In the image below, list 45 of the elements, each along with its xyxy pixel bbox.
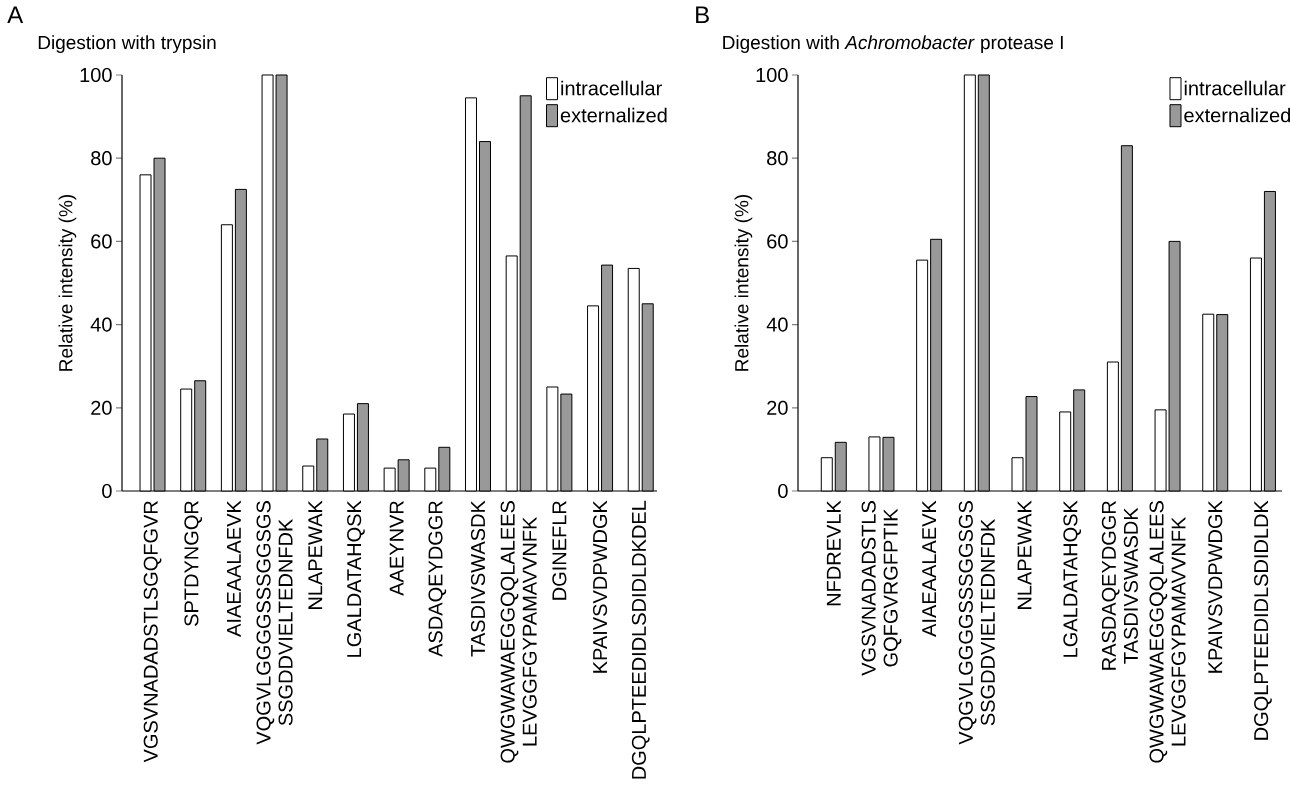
y-tick-label: 60 bbox=[91, 234, 112, 249]
x-tick-label: KPAIVSVDPWDGK bbox=[1208, 500, 1223, 673]
y-tick-label: 20 bbox=[767, 400, 788, 415]
y-tick-label: 80 bbox=[91, 151, 112, 166]
y-tick-label: 20 bbox=[91, 400, 112, 415]
x-tick-label: SPTDYNGQR bbox=[184, 501, 203, 626]
x-tick-label: VGSVNADADSTLS GQFGVRGFPTIK bbox=[861, 501, 902, 676]
x-tick-label: VGSVNADADSTLSGQFGVR bbox=[143, 501, 162, 763]
y-tick-label: 100 bbox=[80, 67, 112, 83]
x-tick-label: AAEYNVR bbox=[389, 501, 404, 596]
y-tick-label: 80 bbox=[767, 151, 788, 166]
legend-label: externalized bbox=[1184, 107, 1290, 123]
x-tick-label: DGINEFLR bbox=[552, 501, 567, 600]
y-axis-title: Relative intensity (%) bbox=[58, 194, 77, 371]
x-tick-label: VQGVLGGGGSSSGGSGS SSGDDVIELTEDNFDK bbox=[256, 501, 293, 745]
x-tick-label: AIAEAALAEVK bbox=[922, 500, 937, 637]
x-tick-label: KPAIVSVDPWDGK bbox=[592, 500, 608, 673]
x-tick-label: VQGVLGGGGSSSGGSGS SSGDDVIELTEDNFDK bbox=[958, 501, 995, 745]
x-tick-label: NLAPEWAK bbox=[1017, 500, 1032, 609]
x-tick-label: NLAPEWAK bbox=[308, 500, 323, 609]
legend-label: externalized bbox=[560, 107, 667, 123]
legend-label: intracellular bbox=[561, 80, 662, 96]
x-tick-label: LGALDATAHQSK bbox=[1063, 500, 1082, 657]
x-tick-label: NFDREVLK bbox=[826, 500, 841, 606]
text: A bbox=[7, 6, 24, 24]
y-tick-label: 0 bbox=[778, 483, 788, 499]
y-tick-label: 60 bbox=[767, 234, 788, 249]
y-tick-label: 40 bbox=[766, 317, 788, 332]
x-tick-label: AIAEAALAEVK bbox=[227, 500, 241, 637]
y-tick-label: 0 bbox=[102, 483, 112, 499]
chart-title: Digestion with Achromobacter protease I bbox=[723, 35, 1063, 53]
x-tick-label: QWGWAWAEGGQQLALEES LEVGGFGYPAMAVVNFK bbox=[500, 501, 537, 763]
x-tick-label: DGQLPTEEDIDLSDIDLDK bbox=[1254, 500, 1272, 740]
x-tick-label: RASDAQEYDGGR TASDIVSWASDK bbox=[1101, 501, 1138, 670]
legend-label: intracellular bbox=[1184, 80, 1286, 96]
text: B bbox=[696, 6, 709, 24]
y-tick-label: 100 bbox=[756, 67, 788, 83]
x-tick-label: ASDAQEYDGGR bbox=[428, 501, 447, 657]
x-tick-label: DGQLPTEEDIDLSDIDLDKDEL bbox=[631, 500, 650, 779]
y-axis-title: Relative intensity (%) bbox=[734, 194, 753, 371]
chart-title: Digestion with trypsin bbox=[38, 35, 216, 53]
x-tick-label: LGALDATAHQSK bbox=[347, 500, 365, 657]
y-tick-label: 40 bbox=[90, 317, 112, 332]
x-tick-label: QWGWAWAEGGQQLALEES LEVGGFGYPAMAVVNFK bbox=[1149, 501, 1186, 763]
x-tick-label: TASDIVSWASDK bbox=[470, 500, 486, 657]
